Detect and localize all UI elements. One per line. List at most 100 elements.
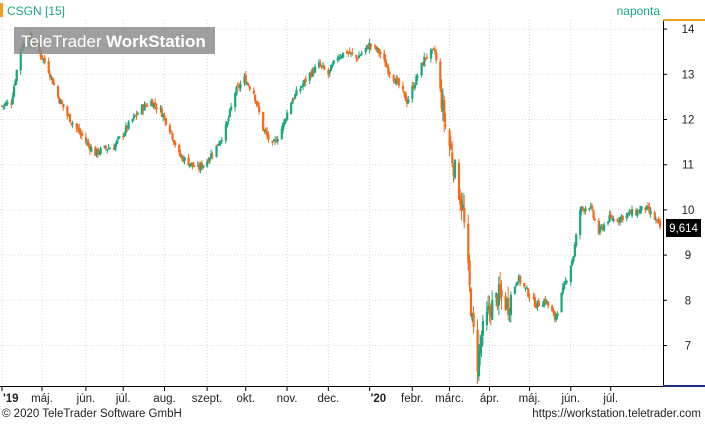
header-accent-bar [0,3,3,17]
candle-body [126,125,129,130]
watermark-brand-bold: WorkStation [106,32,206,51]
candle-body [304,78,307,82]
candle-body [524,287,527,289]
candle-body [347,52,350,54]
candle-body [435,52,438,61]
candle-body [12,86,16,97]
candle-body [330,65,333,71]
candle-body [262,112,265,131]
candle-body [187,157,190,166]
candle-body [504,295,507,310]
candle-body [639,209,642,214]
candle-body [282,122,285,130]
candle-body [528,297,531,299]
candle-body [1,105,4,107]
candle-body [150,100,153,106]
candle-body [648,206,651,213]
candle-body [536,300,539,308]
candle-body [360,53,363,55]
candle-body [42,58,45,60]
candle-body [123,132,126,137]
candle-body [489,307,493,318]
candle-body [43,57,46,63]
candle-body [179,153,182,157]
candle-body [431,49,434,51]
y-tick-label: 8 [685,295,691,307]
candle-body [215,145,218,157]
candle-body [10,103,13,105]
y-axis-accent [663,19,705,21]
candle-body [78,127,81,133]
y-tick-label: 7 [685,341,691,353]
candle-body [292,98,295,100]
candle-body [365,45,369,48]
candle-body [500,289,503,298]
candle-body [124,125,128,133]
candle-body [543,300,546,307]
candle-body [589,206,592,208]
candle-body [345,51,349,54]
candle-body [299,88,302,92]
candle-body [84,137,88,143]
candle-body [135,114,138,116]
candle-body [420,62,423,76]
candle-body [75,123,78,129]
candle-body [266,131,269,136]
source-link[interactable]: https://workstation.teletrader.com [532,408,701,420]
candle-body [461,205,465,208]
y-tick-label: 9 [685,250,691,262]
candle-body [571,260,574,266]
candle-body [267,134,270,140]
candle-body [368,43,371,50]
candle-body [290,103,293,114]
candle-body [3,103,6,107]
candle-body [424,57,427,59]
candle-body [369,44,373,47]
x-tick-label: ápr. [480,393,499,405]
candle-body [88,145,92,151]
candle-body [377,49,381,53]
candle-body [649,211,652,214]
candle-body [151,100,154,107]
candle-body [171,133,174,140]
candle-body [182,156,185,162]
candle-body [70,122,73,124]
candle-body [535,305,538,309]
candle-body [96,148,100,155]
candle-body [452,164,455,176]
candle-body [328,69,331,74]
candle-body [403,91,406,94]
candle-body [239,84,242,89]
candle-body [629,211,632,215]
candle-body [211,154,214,156]
candle-body [611,217,614,220]
candle-body [600,226,603,228]
candle-body [114,144,117,151]
candle-body [255,100,258,105]
candle-body [191,162,194,166]
candle-body [593,218,596,221]
candle-body [659,221,662,228]
candle-body [122,135,125,137]
candle-body [134,115,137,117]
candle-body [471,314,474,320]
candle-body [295,89,298,96]
candle-body [621,215,624,220]
candle-body [4,102,8,106]
candle-body [318,62,321,67]
candle-body [653,212,656,220]
candle-body [583,209,586,212]
candle-body [627,212,630,215]
candle-body [425,56,429,58]
candle-body [421,62,425,66]
candle-body [416,76,419,78]
candle-body [254,94,257,101]
candle-body [580,206,583,211]
candle-body [393,81,397,84]
x-tick-label: szept. [192,393,223,405]
candle-body [52,83,56,85]
candle-body [397,78,401,86]
candle-body [620,216,623,219]
candle-body [575,234,578,246]
candle-body [302,83,305,87]
